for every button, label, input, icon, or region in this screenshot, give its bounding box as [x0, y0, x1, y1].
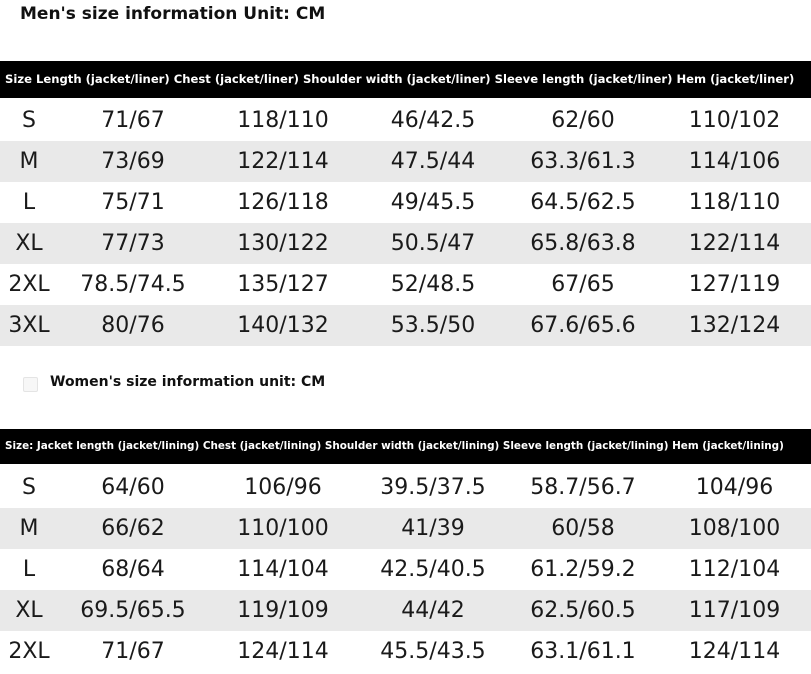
hem-cell: 114/106	[688, 149, 781, 174]
hem-cell: 110/102	[688, 108, 781, 133]
hem-cell: 127/119	[688, 272, 781, 297]
hem-cell: 132/124	[688, 313, 781, 338]
shoulder-cell: 41/39	[401, 516, 465, 541]
sleeve-cell: 64.5/62.5	[530, 190, 636, 215]
shoulder-cell: 46/42.5	[390, 108, 476, 133]
chest-cell: 135/127	[237, 272, 329, 297]
length-cell: 73/69	[101, 149, 165, 174]
length-cell: 80/76	[101, 313, 165, 338]
checkbox-icon	[23, 377, 38, 392]
size-cell: 2XL	[8, 272, 50, 297]
sleeve-cell: 63.1/61.1	[530, 639, 636, 664]
table-row: XL 69.5/65.5 119/109 44/42 62.5/60.5 117…	[0, 590, 811, 631]
chest-cell: 124/114	[237, 639, 329, 664]
table-row: 2XL 71/67 124/114 45.5/43.5 63.1/61.1 12…	[0, 631, 811, 672]
women-section-title: Women's size information unit: CM	[50, 374, 326, 390]
length-cell: 69.5/65.5	[80, 598, 186, 623]
shoulder-cell: 44/42	[401, 598, 465, 623]
hem-cell: 118/110	[688, 190, 781, 215]
length-cell: 66/62	[101, 516, 165, 541]
chest-cell: 110/100	[237, 516, 329, 541]
shoulder-cell: 52/48.5	[390, 272, 476, 297]
size-cell: M	[19, 149, 39, 174]
size-cell: L	[22, 557, 36, 582]
size-cell: 3XL	[8, 313, 50, 338]
length-cell: 75/71	[101, 190, 165, 215]
hem-cell: 122/114	[688, 231, 781, 256]
size-cell: S	[22, 108, 36, 133]
hem-cell: 104/96	[695, 475, 774, 500]
men-table-header: Size Length (jacket/liner) Chest (jacket…	[0, 61, 811, 98]
sleeve-cell: 62/60	[551, 108, 615, 133]
length-cell: 71/67	[101, 108, 165, 133]
sleeve-cell: 60/58	[551, 516, 615, 541]
chest-cell: 119/109	[237, 598, 329, 623]
sleeve-cell: 67/65	[551, 272, 615, 297]
size-cell: M	[19, 516, 39, 541]
hem-cell: 117/109	[688, 598, 781, 623]
table-row: 2XL 78.5/74.5 135/127 52/48.5 67/65 127/…	[0, 264, 811, 305]
chest-cell: 126/118	[237, 190, 329, 215]
table-row: L 68/64 114/104 42.5/40.5 61.2/59.2 112/…	[0, 549, 811, 590]
sleeve-cell: 63.3/61.3	[530, 149, 636, 174]
shoulder-cell: 50.5/47	[390, 231, 476, 256]
length-cell: 77/73	[101, 231, 165, 256]
women-table-header: Size: Jacket length (jacket/lining) Ches…	[0, 429, 811, 464]
size-cell: L	[22, 190, 36, 215]
shoulder-cell: 49/45.5	[390, 190, 476, 215]
sleeve-cell: 65.8/63.8	[530, 231, 636, 256]
length-cell: 64/60	[101, 475, 165, 500]
shoulder-cell: 42.5/40.5	[380, 557, 486, 582]
size-cell: XL	[15, 598, 43, 623]
sleeve-cell: 58.7/56.7	[530, 475, 636, 500]
hem-cell: 112/104	[688, 557, 781, 582]
women-size-table: S 64/60 106/96 39.5/37.5 58.7/56.7 104/9…	[0, 467, 811, 672]
length-cell: 71/67	[101, 639, 165, 664]
hem-cell: 108/100	[688, 516, 781, 541]
table-row: M 73/69 122/114 47.5/44 63.3/61.3 114/10…	[0, 141, 811, 182]
table-row: L 75/71 126/118 49/45.5 64.5/62.5 118/11…	[0, 182, 811, 223]
chest-cell: 118/110	[237, 108, 329, 133]
table-row: 3XL 80/76 140/132 53.5/50 67.6/65.6 132/…	[0, 305, 811, 346]
chest-cell: 140/132	[237, 313, 329, 338]
chest-cell: 130/122	[237, 231, 329, 256]
chest-cell: 106/96	[244, 475, 322, 500]
size-cell: S	[22, 475, 36, 500]
table-row: S 71/67 118/110 46/42.5 62/60 110/102	[0, 100, 811, 141]
chest-cell: 114/104	[237, 557, 329, 582]
men-section-title: Men's size information Unit: CM	[20, 4, 326, 24]
hem-cell: 124/114	[688, 639, 781, 664]
chest-cell: 122/114	[237, 149, 329, 174]
table-row: XL 77/73 130/122 50.5/47 65.8/63.8 122/1…	[0, 223, 811, 264]
shoulder-cell: 47.5/44	[390, 149, 476, 174]
sleeve-cell: 62.5/60.5	[530, 598, 636, 623]
length-cell: 68/64	[101, 557, 165, 582]
length-cell: 78.5/74.5	[80, 272, 186, 297]
table-row: S 64/60 106/96 39.5/37.5 58.7/56.7 104/9…	[0, 467, 811, 508]
size-cell: XL	[15, 231, 43, 256]
men-size-table: S 71/67 118/110 46/42.5 62/60 110/102 M …	[0, 100, 811, 346]
shoulder-cell: 53.5/50	[390, 313, 476, 338]
size-cell: 2XL	[8, 639, 50, 664]
shoulder-cell: 45.5/43.5	[380, 639, 486, 664]
shoulder-cell: 39.5/37.5	[380, 475, 486, 500]
table-row: M 66/62 110/100 41/39 60/58 108/100	[0, 508, 811, 549]
sleeve-cell: 61.2/59.2	[530, 557, 636, 582]
sleeve-cell: 67.6/65.6	[530, 313, 636, 338]
